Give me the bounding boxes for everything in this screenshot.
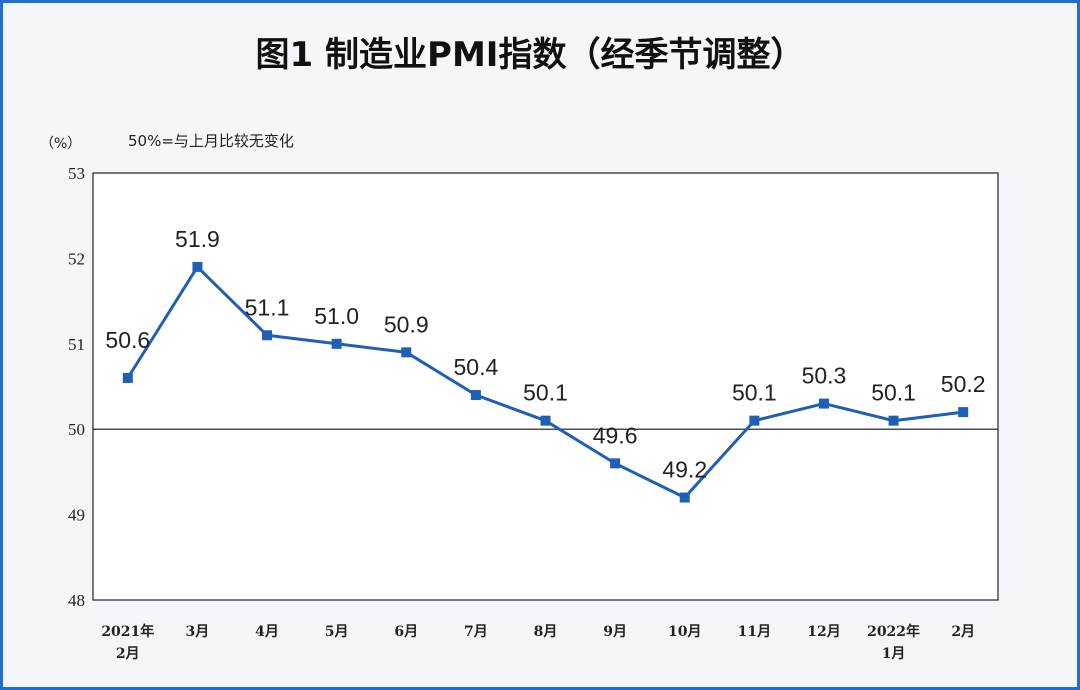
x-tick-label: 2021年 2月	[101, 623, 154, 662]
x-tick-label: 11月	[738, 624, 771, 640]
data-label: 50.9	[384, 311, 429, 337]
data-label: 50.6	[105, 327, 150, 353]
data-point	[610, 458, 621, 469]
y-tick-label: 48	[68, 591, 85, 610]
data-point	[331, 338, 342, 349]
data-label: 50.4	[454, 354, 499, 380]
data-label: 51.9	[175, 226, 220, 252]
data-label: 50.1	[871, 380, 916, 406]
data-point	[262, 330, 273, 341]
x-tick-label: 9月	[603, 624, 627, 640]
y-tick-label: 52	[68, 249, 85, 268]
data-point	[958, 407, 969, 418]
data-label: 50.3	[802, 363, 847, 389]
data-label: 50.1	[732, 380, 777, 406]
y-axis-unit: （%）	[40, 136, 81, 152]
y-tick-label: 53	[68, 164, 85, 183]
x-tick-label: 4月	[255, 624, 279, 640]
x-tick-label: 2月	[951, 624, 975, 640]
data-point	[679, 492, 690, 503]
data-label: 49.2	[662, 457, 707, 483]
data-point	[540, 415, 551, 426]
x-tick-label: 7月	[464, 624, 488, 640]
plot-area	[92, 172, 999, 601]
data-label: 50.1	[523, 380, 568, 406]
y-tick-label: 49	[68, 506, 85, 525]
data-point	[749, 415, 760, 426]
data-point	[888, 415, 899, 426]
data-label: 51.1	[245, 294, 290, 320]
y-tick-label: 50	[68, 420, 85, 439]
reference-note: 50%=与上月比较无变化	[128, 132, 294, 150]
data-label: 50.2	[941, 371, 986, 397]
x-tick-label: 3月	[186, 624, 210, 640]
x-tick-label: 5月	[325, 624, 349, 640]
data-point	[470, 390, 481, 401]
x-tick-label: 12月	[807, 624, 840, 640]
x-tick-label: 10月	[668, 624, 701, 640]
data-point	[401, 347, 412, 358]
x-tick-label: 2022年 1月	[867, 623, 920, 662]
data-label: 51.0	[314, 303, 359, 329]
x-tick-label: 6月	[394, 624, 418, 640]
data-point	[192, 261, 203, 272]
data-point	[818, 398, 829, 409]
data-label: 49.6	[593, 422, 638, 448]
chart-title: 图1 制造业PMI指数（经季节调整）	[256, 35, 805, 75]
x-tick-label: 8月	[534, 624, 558, 640]
data-point	[122, 372, 133, 383]
y-tick-label: 51	[68, 335, 85, 354]
